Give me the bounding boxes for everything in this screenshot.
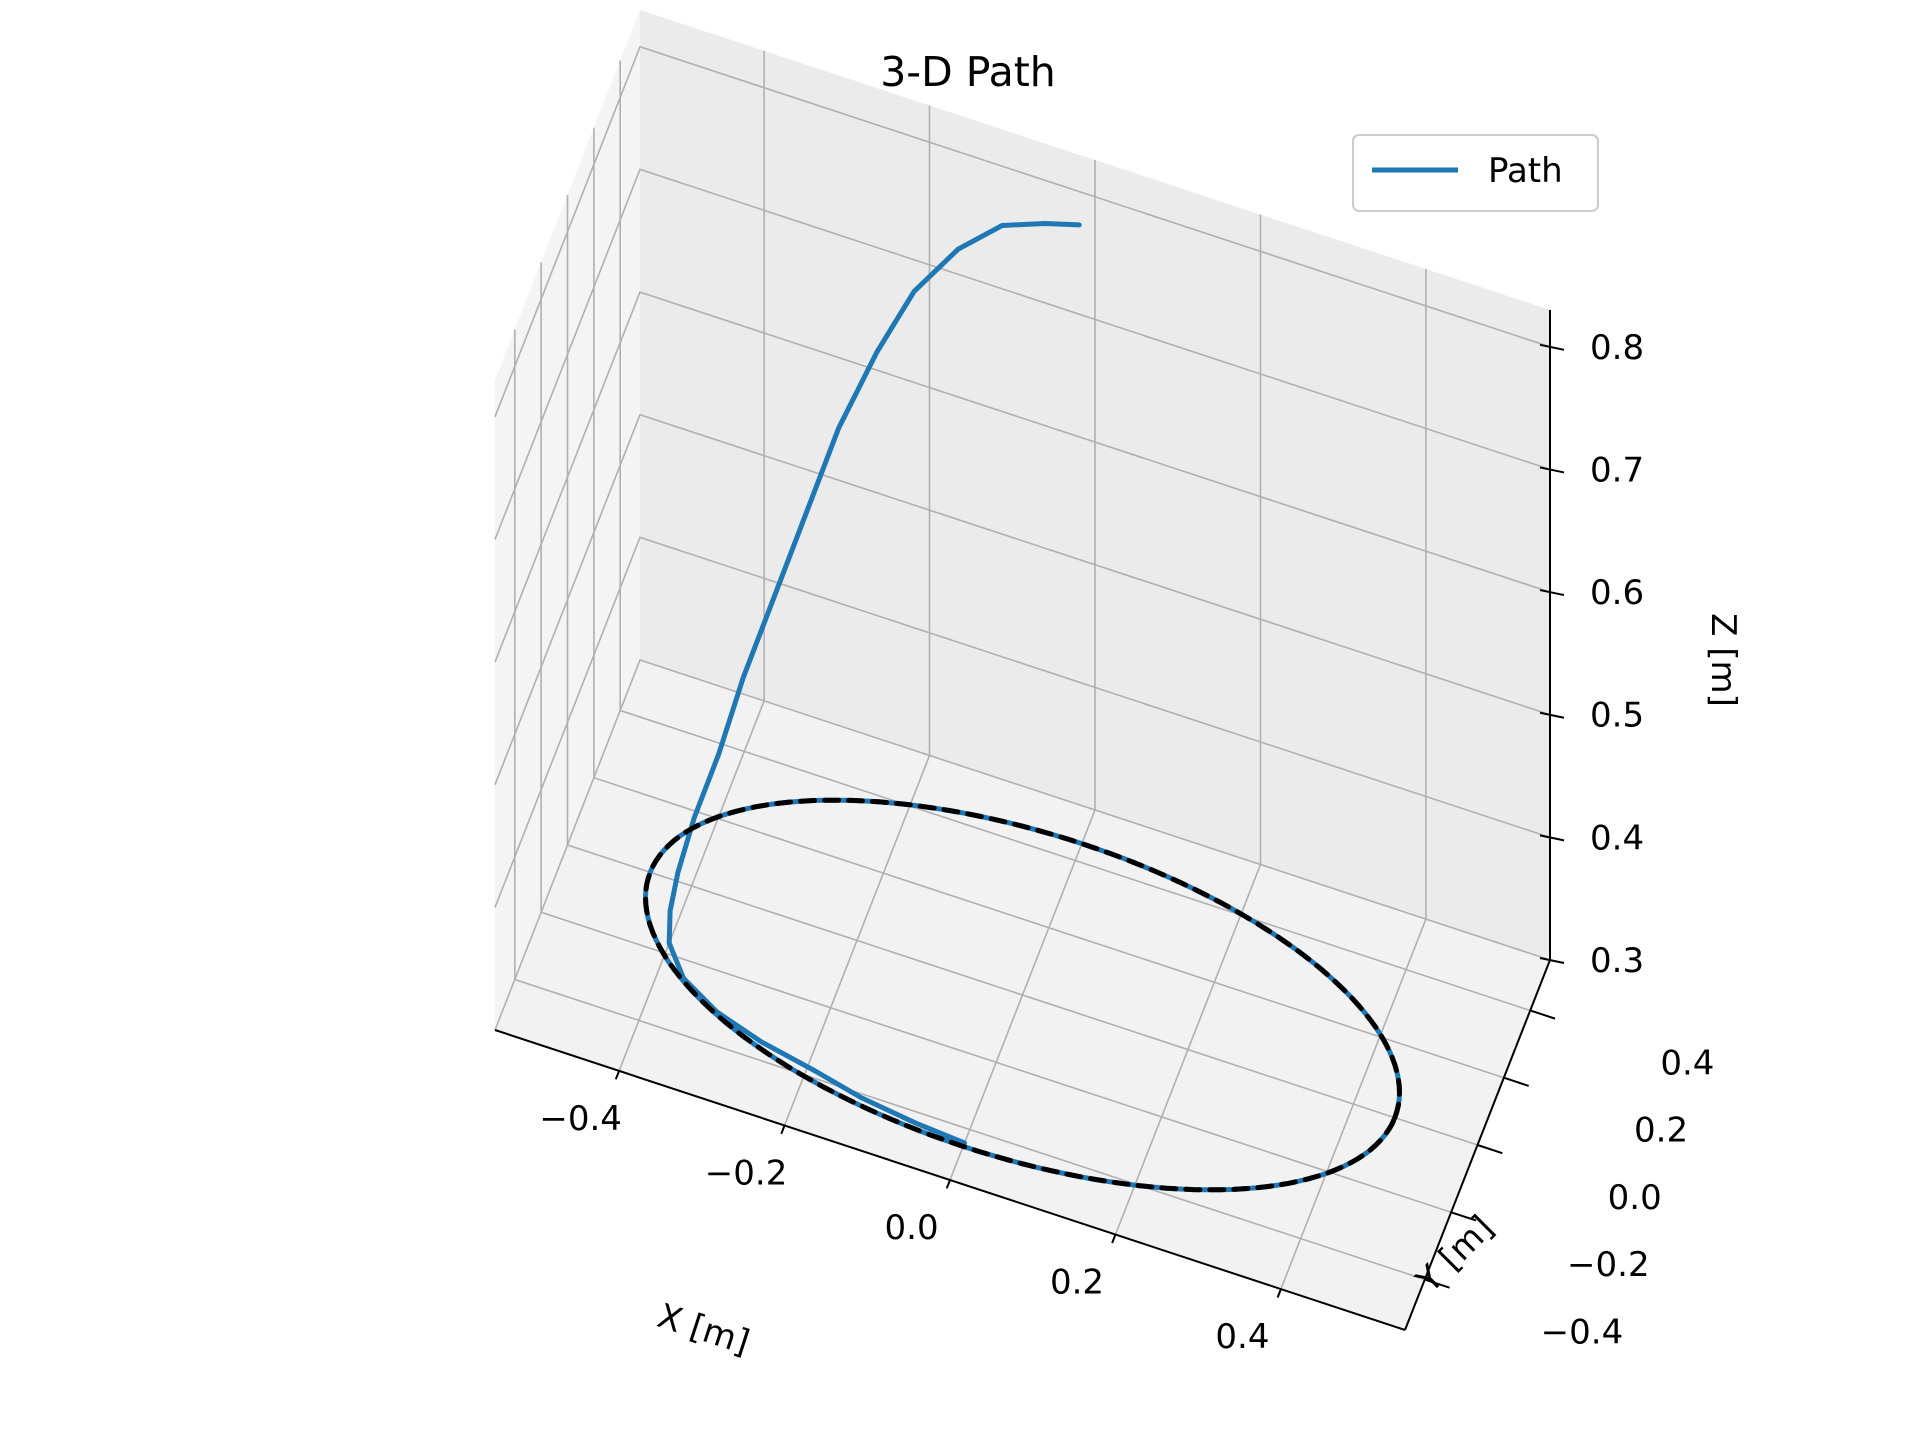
z-gridline — [494, 168, 1551, 540]
y-tick-mark — [1477, 1144, 1503, 1155]
x-tick-label: 0.4 — [1215, 1317, 1269, 1357]
y-tick-mark — [1450, 1211, 1477, 1222]
data-series — [643, 221, 1402, 1193]
tick-labels: −0.4 −0.2 0.0 0.2 0.4 −0.4 −0.2 0.0 0.2 0.4 0.3 0.4… — [539, 328, 1714, 1357]
x-tick-mark — [1276, 1288, 1282, 1298]
z-gridline — [494, 536, 1551, 908]
y-tick-label: −0.2 — [1567, 1245, 1650, 1285]
legend-frame — [1352, 134, 1599, 212]
z-tick-mark — [1539, 589, 1565, 597]
x-tick-label: −0.2 — [705, 1154, 788, 1194]
z-tick-label: 0.3 — [1590, 941, 1644, 981]
x-tick-mark — [780, 1125, 786, 1135]
y-tick-mark — [1424, 1278, 1450, 1289]
gridlines — [494, 45, 1551, 1290]
z-gridline — [494, 659, 1551, 1031]
z-tick-label: 0.7 — [1590, 450, 1644, 490]
y-tick-mark — [1503, 1076, 1529, 1087]
y-tick-mark — [1529, 1009, 1556, 1020]
z-tick-label: 0.4 — [1590, 818, 1644, 858]
legend-label-path: Path — [1488, 151, 1563, 191]
z-gridline — [494, 45, 1551, 418]
z-tick-mark — [1539, 957, 1565, 964]
z-tick-label: 0.8 — [1590, 328, 1644, 368]
z-gridline — [494, 413, 1551, 785]
legend: Path — [1352, 134, 1599, 212]
y-tick-label: 0.2 — [1634, 1111, 1688, 1151]
z-tick-label: 0.6 — [1590, 573, 1644, 613]
x-tick-mark — [1111, 1234, 1117, 1244]
series-reference-circle — [643, 797, 1402, 1193]
x-tick-mark — [945, 1179, 951, 1189]
y-tick-label: 0.0 — [1608, 1178, 1662, 1218]
x-tick-label: −0.4 — [539, 1099, 622, 1139]
chart-title: 3-D Path — [880, 48, 1056, 96]
x-tick-label: 0.0 — [885, 1208, 939, 1248]
x-tick-label: 0.2 — [1050, 1263, 1104, 1303]
tick-marks — [614, 343, 1565, 1298]
z-tick-label: 0.5 — [1590, 696, 1644, 736]
y-tick-label: 0.4 — [1660, 1043, 1714, 1083]
series-path-approach — [666, 221, 1082, 1146]
y-tick-label: −0.4 — [1541, 1312, 1624, 1352]
z-tick-mark — [1539, 343, 1565, 351]
z-tick-mark — [1539, 466, 1565, 474]
z-axis-label: Z [m] — [1703, 613, 1743, 707]
z-tick-mark — [1539, 711, 1565, 719]
x-tick-mark — [614, 1070, 621, 1080]
z-gridline — [494, 291, 1551, 663]
z-tick-mark — [1539, 834, 1565, 842]
